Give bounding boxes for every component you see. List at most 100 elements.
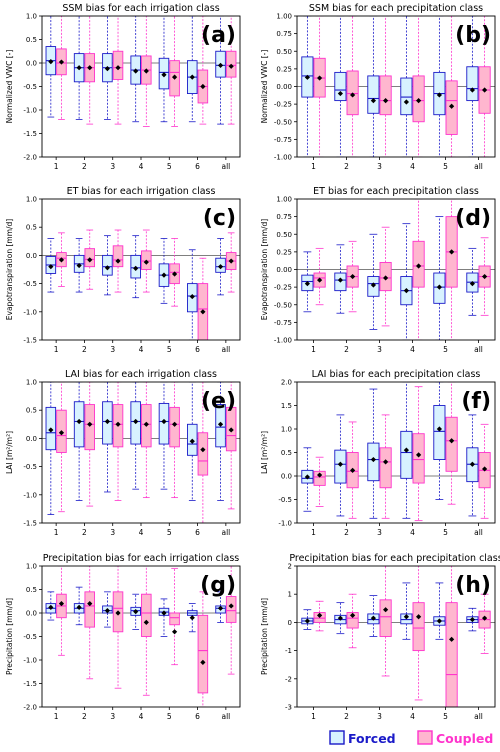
panel-c: ET bias for each irrigation class Evapotr… <box>5 186 241 354</box>
panel-letter: (f) <box>461 389 491 414</box>
coupled-mean-marker <box>200 447 206 453</box>
coupled-mean-marker <box>350 467 356 473</box>
y-tick-label: 0.00 <box>276 83 292 91</box>
panel-title: Precipitation bias for each irrigation c… <box>43 553 239 564</box>
coupled-box <box>379 599 392 637</box>
coupled-mean-marker <box>416 98 422 104</box>
x-tick-label: 4 <box>139 712 144 721</box>
x-tick-label: 3 <box>377 528 382 537</box>
forced-mean-marker <box>104 66 111 72</box>
coupled-box <box>225 596 237 623</box>
forced-mean-marker <box>189 438 195 444</box>
x-tick-label: 2 <box>344 712 349 721</box>
coupled-mean-marker <box>383 607 389 613</box>
y-tick-label: -0.25 <box>274 101 292 109</box>
forced-mean-marker <box>161 272 167 278</box>
coupled-mean-marker <box>87 65 93 71</box>
y-tick-label: 0.75 <box>276 213 292 221</box>
x-tick-label: 2 <box>82 162 87 171</box>
x-tick-label: all <box>474 345 483 354</box>
x-tick-label: all <box>474 162 483 171</box>
x-tick-label: 6 <box>195 712 200 721</box>
forced-box <box>400 430 413 479</box>
forced-mean-marker <box>304 618 310 624</box>
forced-mean-marker <box>469 616 475 623</box>
forced-mean-marker <box>104 418 111 425</box>
y-tick-label: 1.00 <box>276 196 292 204</box>
coupled-mean-marker <box>317 75 323 81</box>
y-tick-label: -1.5 <box>23 680 37 688</box>
forced-mean-marker <box>304 74 310 80</box>
x-tick-label: all <box>221 712 230 721</box>
x-tick-label: 6 <box>195 345 200 354</box>
forced-mean-marker <box>403 99 409 105</box>
forced-mean-marker <box>337 461 343 467</box>
panel-title: ET bias for each precipitation class <box>313 186 479 197</box>
y-tick-label: 0.00 <box>276 266 292 274</box>
box-group <box>45 566 237 707</box>
x-tick-label: 5 <box>167 528 172 537</box>
panel-g: Precipitation bias for each irrigation c… <box>5 553 241 721</box>
y-tick-label: 0.0 <box>26 60 37 68</box>
forced-mean-marker <box>76 604 82 610</box>
forced-mean-marker <box>469 87 475 93</box>
coupled-mean-marker <box>416 614 422 620</box>
forced-mean-marker <box>48 58 54 65</box>
y-tick-label: -1.0 <box>23 491 37 499</box>
coupled-mean-marker <box>482 615 488 621</box>
coupled-mean-marker <box>416 452 422 458</box>
y-tick-label: 0 <box>288 619 292 627</box>
y-tick-label: 0.0 <box>281 473 292 481</box>
plot-frame <box>296 198 496 341</box>
plot-frame <box>296 381 496 524</box>
y-tick-label: -0.50 <box>274 118 292 126</box>
x-tick-label: 6 <box>195 162 200 171</box>
panel-e: LAI bias for each irrigation class LAI [m… <box>5 369 241 537</box>
coupled-mean-marker <box>58 59 65 65</box>
x-tick-label: 2 <box>82 712 87 721</box>
x-tick-label: 3 <box>110 528 115 537</box>
coupled-box <box>169 406 180 448</box>
forced-mean-marker <box>189 615 195 621</box>
coupled-mean-marker <box>350 612 356 618</box>
forced-mean-marker <box>133 68 139 74</box>
forced-mean-marker <box>217 605 224 611</box>
coupled-mean-marker <box>87 421 93 427</box>
y-tick-label: 0.75 <box>276 30 292 38</box>
coupled-box <box>141 593 152 637</box>
y-axis-label: Normalized VWC [-] <box>5 50 14 124</box>
forced-mean-marker <box>76 418 82 425</box>
coupled-mean-marker <box>58 257 65 263</box>
coupled-mean-marker <box>350 92 356 98</box>
box-group <box>301 199 491 340</box>
forced-mean-marker <box>133 265 139 271</box>
plot-frame <box>41 565 241 708</box>
plot-frame <box>41 15 241 158</box>
y-tick-label: 1 <box>288 591 292 599</box>
coupled-box <box>84 591 95 628</box>
y-tick-label: -0.5 <box>23 463 37 471</box>
forced-mean-marker <box>48 427 54 433</box>
panel-title: Precipitation bias for each precipitatio… <box>289 553 500 564</box>
coupled-mean-marker <box>115 258 121 264</box>
forced-mean-marker <box>217 264 224 270</box>
x-tick-label: all <box>474 712 483 721</box>
y-tick-label: 1.0 <box>26 379 37 387</box>
coupled-mean-marker <box>115 610 121 616</box>
coupled-mean-marker <box>200 309 206 315</box>
coupled-mean-marker <box>449 438 455 444</box>
coupled-mean-marker <box>482 273 488 280</box>
legend-swatch <box>417 730 433 745</box>
coupled-mean-marker <box>383 459 389 465</box>
y-tick-label: -0.5 <box>278 496 292 504</box>
coupled-box <box>197 432 209 476</box>
y-tick-label: 0.50 <box>276 48 292 56</box>
x-tick-label: 5 <box>443 162 448 171</box>
panel-letter: (h) <box>455 573 491 598</box>
x-tick-label: 1 <box>311 162 316 171</box>
plot-frame <box>296 565 496 708</box>
x-tick-label: 5 <box>167 712 172 721</box>
panel-title: SSM bias for each irrigation class <box>62 3 219 14</box>
box-group <box>45 382 237 523</box>
x-tick-label: 2 <box>344 528 349 537</box>
